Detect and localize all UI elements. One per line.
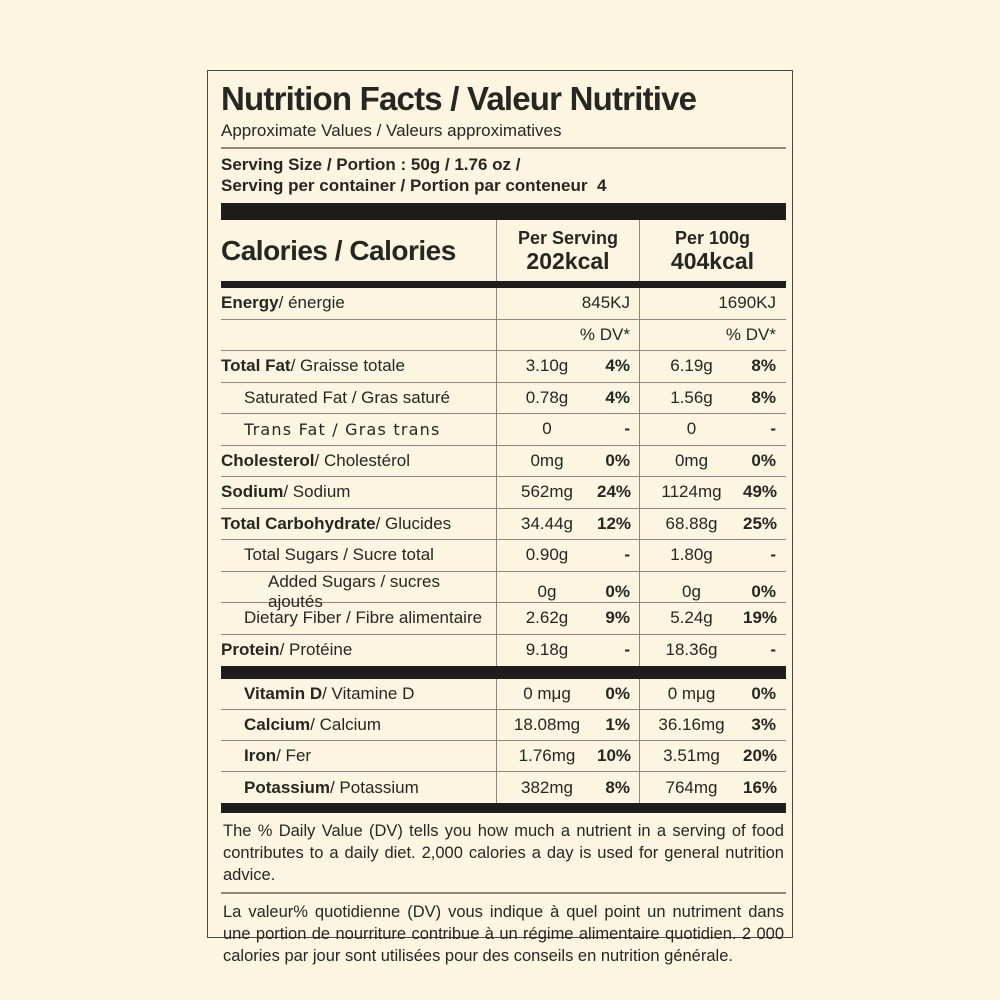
header-divider bbox=[221, 147, 786, 149]
row-potassium: Potassium / Potassium 382mg 8% 764mg 16% bbox=[221, 772, 786, 803]
row-vitamin-d: Vitamin D / Vitamine D 0 mμg 0% 0 mμg 0% bbox=[221, 679, 786, 710]
row-protein: Protein / Protéine 9.18g - 18.36g - bbox=[221, 634, 786, 666]
row-dietary-fiber: Dietary Fiber / Fibre alimentaire 2.62g 9… bbox=[221, 603, 786, 635]
per-serving-header: Per Serving bbox=[517, 227, 619, 248]
energy-per-serving: 845KJ bbox=[496, 288, 639, 319]
dv-header-per-100g: % DV* bbox=[639, 319, 785, 350]
footnote-en: The % Daily Value (DV) tells you how muc… bbox=[223, 822, 784, 884]
nutrition-label: Nutrition Facts / Valeur Nutritive Appro… bbox=[207, 70, 793, 965]
per-100g-column-header: Per 100g 404kcal bbox=[639, 220, 785, 281]
label-title: Nutrition Facts / Valeur Nutritive bbox=[221, 80, 697, 117]
per-serving-calories: 202kcal bbox=[526, 247, 610, 274]
servings-per-container-line: Serving per container / Portion par cont… bbox=[221, 176, 607, 195]
row-calcium: Calcium / Calcium 18.08mg 1% 36.16mg 3% bbox=[221, 710, 786, 741]
energy-label-en: Energy bbox=[221, 293, 279, 313]
per-100g-header: Per 100g bbox=[674, 227, 751, 248]
row-sodium: Sodium / Sodium 562mg 24% 1124mg 49% bbox=[221, 477, 786, 509]
energy-label-fr: / énergie bbox=[278, 293, 345, 313]
per-serving-column-header: Per Serving 202kcal bbox=[496, 220, 639, 281]
per-100g-calories: 404kcal bbox=[670, 247, 755, 274]
footnote-divider-bar bbox=[221, 803, 786, 813]
footnote-divider bbox=[221, 892, 786, 894]
calories-header-row: Calories / Calories Per Serving 202kcal … bbox=[221, 220, 786, 281]
row-total-carbohydrate: Total Carbohydrate / Glucides 34.44g 12% … bbox=[221, 508, 786, 540]
dv-header-row: % DV* % DV* bbox=[221, 319, 786, 351]
energy-row: Energy / énergie 845KJ 1690KJ bbox=[221, 288, 786, 320]
row-total-fat: Total Fat / Graisse totale 3.10g 4% 6.19g… bbox=[221, 351, 786, 383]
row-added-sugars: Added Sugars / sucres ajoutés 0g 0% 0g 0% bbox=[221, 571, 786, 612]
vitamins-divider-bar bbox=[221, 666, 786, 679]
row-cholesterol: Cholesterol / Cholestérol 0mg 0% 0mg 0% bbox=[221, 445, 786, 477]
calories-label: Calories / Calories bbox=[221, 234, 456, 266]
footnote-fr: La valeur% quotidienne (DV) vous indique… bbox=[223, 903, 784, 965]
serving-size-line: Serving Size / Portion : 50g / 1.76 oz / bbox=[221, 155, 521, 174]
row-saturated-fat: Saturated Fat / Gras saturé 0.78g 4% 1.56… bbox=[221, 382, 786, 414]
row-trans-fat: Trans Fat / Gras trans 0- 0- bbox=[221, 414, 786, 446]
dv-header-per-serving: % DV* bbox=[496, 319, 639, 350]
row-total-sugars: Total Sugars / Sucre total 0.90g - 1.80g - bbox=[221, 540, 786, 572]
label-header: Nutrition Facts / Valeur Nutritive Appro… bbox=[221, 71, 786, 196]
row-iron: Iron / Fer 1.76mg 10% 3.51mg 20% bbox=[221, 741, 786, 772]
energy-per-100g: 1690KJ bbox=[639, 288, 785, 319]
label-subtitle: Approximate Values / Valeurs approximati… bbox=[221, 121, 562, 140]
top-black-bar bbox=[221, 203, 786, 220]
calories-divider-bar bbox=[221, 281, 786, 288]
